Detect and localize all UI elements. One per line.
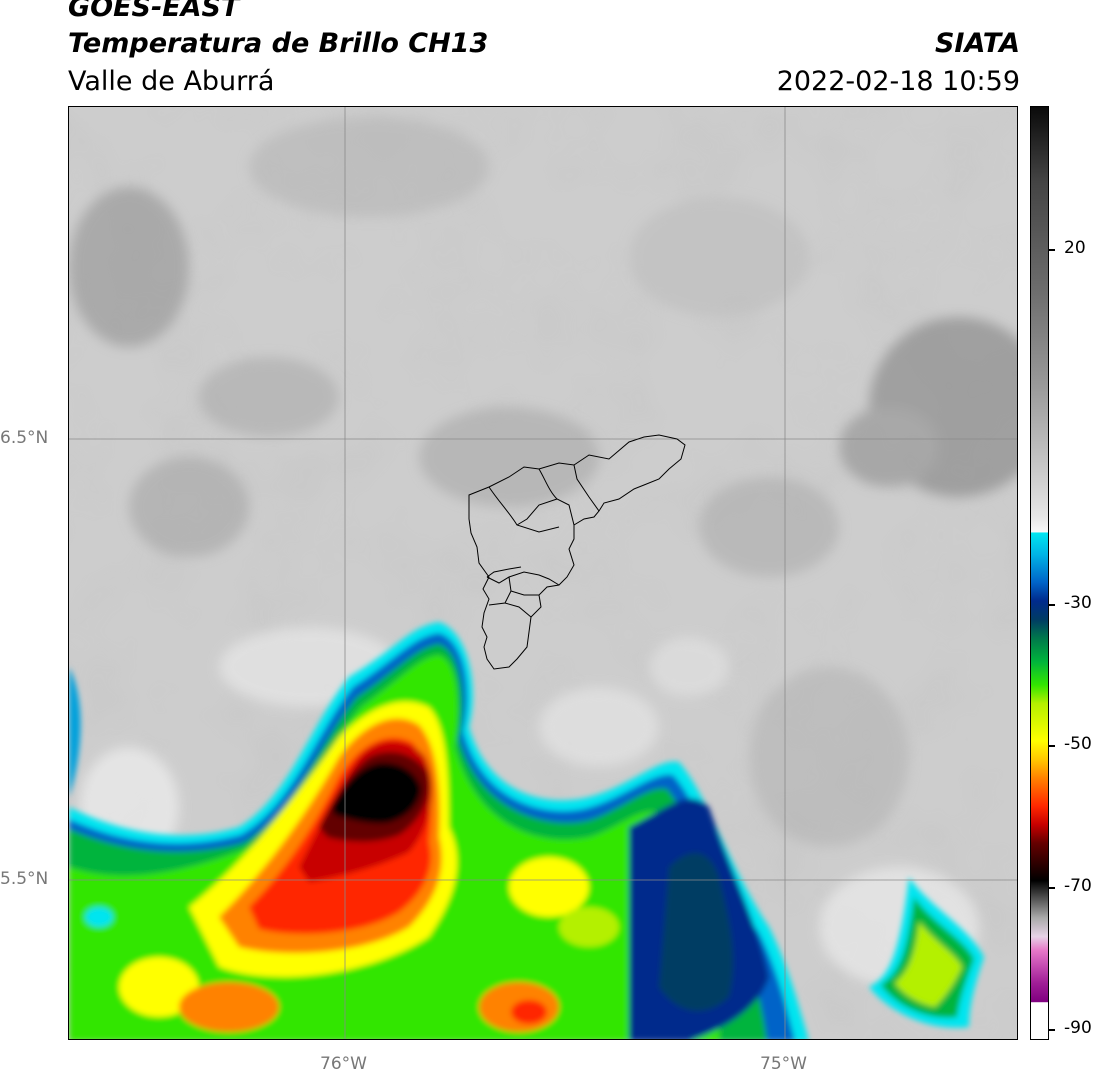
lat-label-5-5n: 5.5°N [0, 869, 49, 889]
darker-cloud-patches [69, 117, 1017, 847]
boundary-sabaneta [504, 602, 532, 618]
agency-label: SIATA [934, 28, 1020, 59]
lat-label-6-5n: 6.5°N [0, 428, 49, 448]
lon-label-76w: 76°W [320, 1054, 367, 1074]
colorbar-tick-m50 [1049, 745, 1055, 747]
region-subtitle: Valle de Aburrá [68, 66, 275, 97]
colorbar-label-20: 20 [1064, 238, 1086, 258]
boundary-medellin-s [486, 571, 560, 586]
colorbar-label-m90: -90 [1064, 1018, 1092, 1038]
boundary-girardota [573, 464, 600, 512]
colorbar-tick-m90 [1049, 1029, 1055, 1031]
graticule [69, 107, 1017, 1039]
satellite-map[interactable] [68, 106, 1018, 1040]
satellite-title: GOES-EAST [68, 0, 240, 23]
product-title: Temperatura de Brillo CH13 [68, 28, 489, 59]
datetime-label: 2022-02-18 10:59 [776, 66, 1020, 97]
colorbar-tick-20 [1049, 249, 1055, 251]
colorbar-tick-m70 [1049, 887, 1055, 889]
lon-label-75w: 75°W [760, 1054, 807, 1074]
convective-storm [69, 622, 984, 1039]
boundary-laestrella [486, 566, 522, 578]
boundary-itagui [488, 576, 512, 606]
boundary-envigado [510, 590, 539, 596]
aburra-valley-boundaries [468, 434, 686, 670]
colorbar-label-m30: -30 [1064, 593, 1092, 613]
colorbar [1030, 106, 1049, 1040]
boundary-medellin-n [516, 498, 558, 526]
colorbar-label-m70: -70 [1064, 876, 1092, 896]
colorbar-label-m50: -50 [1064, 734, 1092, 754]
colorbar-tick-m30 [1049, 604, 1055, 606]
map-imagery [69, 107, 1017, 1039]
valley-outline [468, 434, 686, 670]
